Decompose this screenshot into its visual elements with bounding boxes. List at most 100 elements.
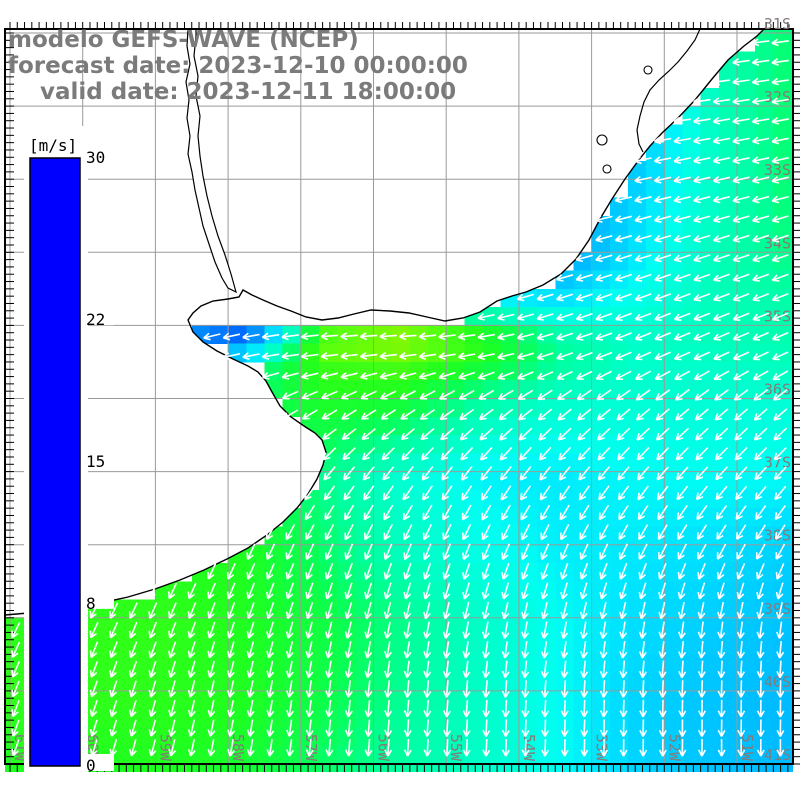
wind-speed-cell [373,526,393,546]
wind-arrow [678,680,687,698]
wind-arrow [695,466,709,481]
wind-speed-cell [646,307,665,326]
wind-arrow [439,389,456,400]
wind-arrow [614,215,632,223]
wind-speed-cell [537,398,556,418]
wind-arrow [579,524,590,541]
wind-arrow [713,293,730,302]
wind-arrow [771,273,789,282]
coastline [4,28,765,616]
wind-arrow [732,195,750,204]
wind-arrow [580,680,589,698]
wind-speed-cell [391,672,411,692]
wind-arrow [673,136,691,145]
wind-arrow [324,524,335,541]
wind-arrow [736,641,745,659]
wind-arrow [595,273,613,282]
wind-speed-cell [627,435,647,454]
wind-arrow [266,719,275,737]
wind-arrow [383,562,393,580]
wind-arrow [654,254,672,263]
wind-speed-cell [464,544,483,564]
wind-arrow [324,504,335,521]
wind-speed-cell [391,636,411,655]
wind-speed-cell [173,709,193,728]
wind-arrow [539,485,551,501]
wind-speed-cell [337,435,356,454]
wind-speed-cell [700,508,720,527]
wind-arrow [658,641,667,659]
wind-arrow [222,332,241,341]
wind-speed-cell [518,361,538,381]
wind-arrow [536,332,554,341]
wind-speed-cell [518,398,538,418]
wind-speed-cell [464,654,483,674]
wind-arrow [458,371,476,380]
wind-arrow [577,408,592,421]
wind-arrow [776,739,785,757]
wind-arrow [462,543,471,561]
wind-arrow [422,543,432,561]
lagoon-lake [602,164,612,174]
wind-speed-cell [755,288,774,308]
wind-arrow [595,293,613,302]
wind-arrow [340,351,358,360]
wind-speed-cell [482,471,502,491]
wind-speed-cell [609,435,629,454]
wind-speed-cell [682,599,702,619]
wind-speed-cell [573,562,592,582]
wind-speed-cell [737,489,756,509]
wind-arrow [615,332,632,341]
wind-arrow [480,485,492,501]
wind-speed-cell [573,654,592,674]
wind-arrow [616,427,631,441]
wind-arrow [675,408,690,421]
wind-arrow [443,719,451,737]
wind-arrow [556,332,574,341]
wind-speed-cell [482,435,502,454]
wind-arrow [442,680,451,698]
wind-arrow [540,582,549,600]
wind-arrow [654,312,671,322]
wind-arrow [677,524,688,540]
wind-arrow [673,254,691,263]
wind-speed-cell [718,526,738,546]
wind-arrow [696,504,708,521]
wind-arrow [359,332,378,341]
wind-arrow [478,408,494,421]
wind-arrow [482,660,491,679]
wind-arrow [479,446,493,461]
wind-speed-cell [391,654,411,674]
wind-arrow [384,680,393,698]
wind-arrow [227,621,235,639]
wind-arrow [540,543,550,561]
wind-arrow [148,602,158,619]
wind-speed-cell [318,599,338,619]
wind-arrow [129,719,137,737]
wind-arrow [735,485,748,501]
wind-arrow [325,739,334,757]
wind-speed-cell [191,727,211,747]
wind-arrow [403,699,412,718]
wind-arrow [595,254,613,263]
wind-speed-cell [409,727,429,747]
wind-arrow [732,351,750,361]
wind-speed-cell [518,672,538,692]
wind-arrow [480,465,493,481]
wind-arrow [599,621,608,639]
wind-speed-cell [737,124,756,144]
wind-speed-cell [773,398,792,418]
wind-arrow [519,466,532,481]
wind-arrow [383,602,392,620]
wind-speed-cell [500,636,520,655]
wind-speed-cell [482,764,502,772]
wind-speed-cell [755,160,774,180]
wind-speed-cell [755,215,774,235]
wind-speed-cell [627,416,647,436]
wind-arrow [207,660,216,678]
wind-speed-cell [300,654,320,674]
wind-speed-cell [391,325,411,345]
wind-arrow [638,582,647,600]
wind-speed-cell [300,343,320,363]
wind-arrow [560,680,569,698]
